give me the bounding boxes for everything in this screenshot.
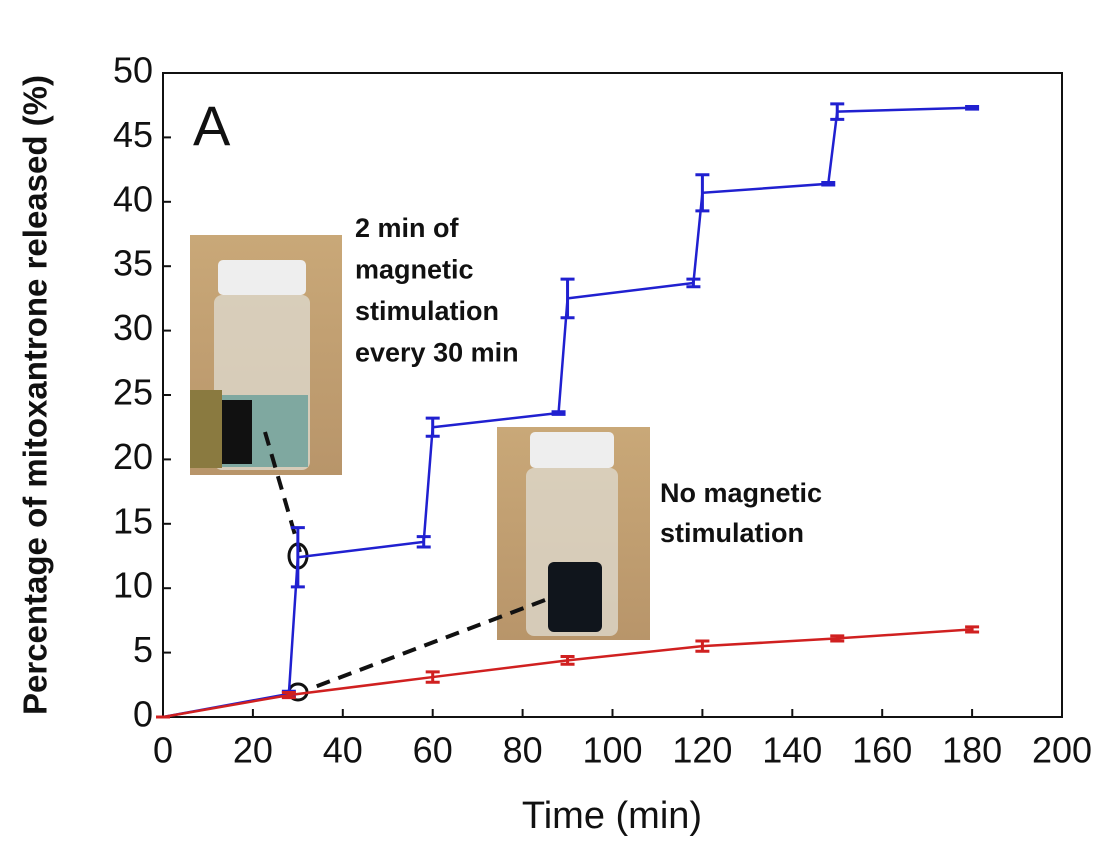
x-axis-label: Time (min) bbox=[522, 795, 702, 837]
error-bar bbox=[551, 410, 566, 416]
annotation: No magnetic bbox=[660, 478, 822, 508]
error-bar bbox=[830, 634, 845, 643]
y-axis-label: Percentage of mitoxantrone released (%) bbox=[17, 75, 54, 715]
y-tick-label: 30 bbox=[113, 307, 153, 348]
y-tick-label: 25 bbox=[113, 372, 153, 413]
y-tick-label: 0 bbox=[133, 694, 153, 735]
y-tick-label: 40 bbox=[113, 178, 153, 219]
annotation: every 30 min bbox=[355, 338, 519, 368]
photo-stimulated bbox=[190, 235, 342, 475]
annotation: stimulation bbox=[355, 296, 499, 326]
x-tick-label: 20 bbox=[233, 730, 273, 771]
y-tick-label: 20 bbox=[113, 436, 153, 477]
x-tick-label: 0 bbox=[153, 730, 173, 771]
error-bar bbox=[965, 625, 980, 634]
error-bar bbox=[686, 277, 701, 289]
x-tick-label: 60 bbox=[413, 730, 453, 771]
x-tick-label: 40 bbox=[323, 730, 363, 771]
error-bar bbox=[695, 173, 710, 213]
error-bar bbox=[560, 654, 575, 666]
annotation: magnetic bbox=[355, 255, 474, 285]
annotation: 2 min of bbox=[355, 213, 460, 243]
error-bar bbox=[965, 104, 980, 111]
x-tick-label: 160 bbox=[852, 730, 912, 771]
y-tick-label: 45 bbox=[113, 114, 153, 155]
error-bar bbox=[695, 639, 710, 653]
x-tick-label: 100 bbox=[582, 730, 642, 771]
error-bar bbox=[416, 535, 431, 549]
annotation: stimulation bbox=[660, 518, 804, 548]
pointer-line bbox=[263, 431, 302, 553]
error-bar bbox=[281, 691, 296, 700]
x-tick-label: 200 bbox=[1032, 730, 1092, 771]
panel-label: A bbox=[193, 94, 231, 157]
y-tick-label: 35 bbox=[113, 243, 153, 284]
y-tick-label: 15 bbox=[113, 500, 153, 541]
error-bar bbox=[290, 526, 305, 589]
y-tick-label: 50 bbox=[113, 50, 153, 91]
error-bar bbox=[830, 102, 845, 121]
x-tick-label: 120 bbox=[672, 730, 732, 771]
y-tick-label: 5 bbox=[133, 629, 153, 670]
pointer-line bbox=[311, 598, 546, 690]
x-tick-label: 140 bbox=[762, 730, 822, 771]
x-tick-label: 80 bbox=[503, 730, 543, 771]
error-bar bbox=[821, 180, 836, 187]
series-line bbox=[162, 628, 973, 719]
error-bar bbox=[425, 670, 440, 684]
x-tick-label: 180 bbox=[942, 730, 1002, 771]
y-tick-label: 10 bbox=[113, 565, 153, 606]
error-bar bbox=[560, 277, 575, 320]
photo-unstimulated bbox=[497, 427, 650, 640]
error-bar bbox=[425, 416, 440, 438]
